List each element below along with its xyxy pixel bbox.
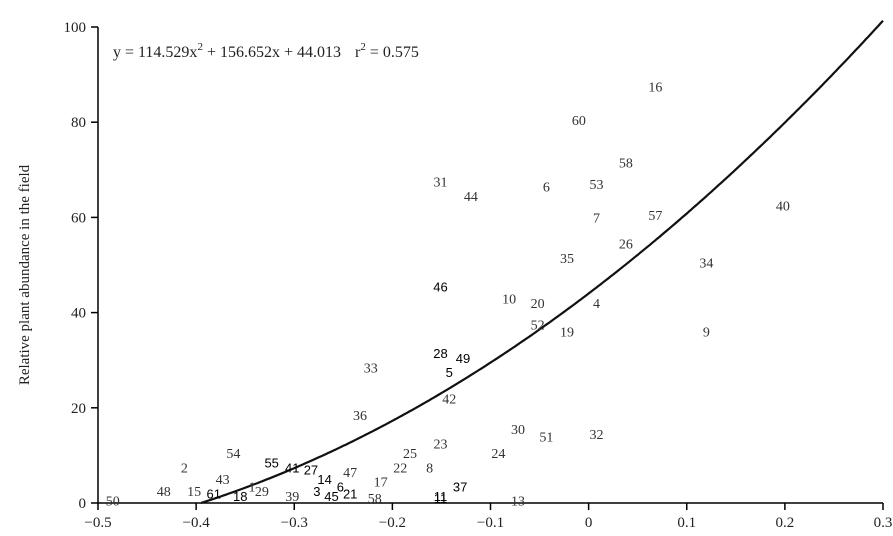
regression-equation: y = 114.529x2 + 156.652x + 44.013 r2 = 0.…: [113, 41, 419, 61]
data-point-label: 52: [531, 319, 545, 334]
data-point-label: 6: [543, 180, 550, 195]
x-tick-label: −0.4: [183, 515, 211, 531]
data-point-label: 51: [539, 430, 553, 445]
data-point-label: 42: [442, 392, 456, 407]
y-tick-label: 60: [71, 210, 86, 226]
equation-main: y = 114.529x: [113, 44, 197, 61]
data-point-label: 34: [699, 257, 713, 272]
regression-curve: [200, 19, 884, 505]
data-point-label: 49: [456, 351, 470, 366]
data-point-label: 46: [433, 279, 447, 294]
data-point-label: 13: [511, 495, 525, 510]
data-point-label: 4: [593, 297, 600, 312]
data-point-label: 6: [337, 479, 344, 494]
data-point-label: 40: [776, 200, 790, 215]
data-point-label: 41: [285, 460, 299, 475]
data-point-label: 31: [433, 176, 447, 191]
y-tick-label: 80: [71, 115, 86, 131]
data-point-label: 8: [426, 461, 433, 476]
x-tick-label: 0.1: [677, 515, 696, 531]
data-point-label: 3: [313, 484, 320, 499]
data-point-label: 11: [434, 491, 448, 506]
data-point-label: 1: [249, 480, 256, 495]
y-axis-title: Relative plant abundance in the field: [17, 164, 33, 385]
data-point-label: 24: [491, 447, 505, 462]
data-point-label: 14: [317, 472, 331, 487]
x-tick-label: −0.1: [477, 515, 504, 531]
data-point-label: 29: [255, 485, 269, 500]
data-point-label: 57: [648, 209, 662, 224]
r-squared-exponent: 2: [360, 41, 366, 53]
y-tick-label: 20: [71, 401, 86, 417]
data-point-label: 30: [511, 423, 525, 438]
data-point-label: 58: [368, 492, 382, 507]
data-point-label: 17: [374, 476, 388, 491]
data-point-label: 53: [589, 178, 603, 193]
y-tick-label: 0: [79, 496, 87, 512]
data-point-label: 21: [343, 486, 357, 501]
data-point-label: 33: [364, 361, 378, 376]
data-point-label: 48: [157, 485, 171, 500]
equation-rest: + 156.652x + 44.013: [203, 44, 341, 61]
data-point-label: 25: [403, 447, 417, 462]
data-point-label: 45: [324, 489, 338, 504]
data-point-label: 28: [433, 346, 447, 361]
data-point-label: 27: [304, 463, 318, 478]
x-tick-label: 0.3: [874, 515, 893, 531]
data-point-label: 20: [531, 297, 545, 312]
equation-exponent: 2: [197, 41, 203, 53]
data-point-label: 50: [106, 495, 120, 510]
data-point-label: 61: [207, 486, 221, 501]
data-point-label: 5: [446, 365, 453, 380]
x-axis-ticks: −0.5 −0.4 −0.3 −0.2 −0.1 0 0.1 0.2 0.3: [84, 503, 892, 531]
axes: −0.5 −0.4 −0.3 −0.2 −0.1 0 0.1 0.2 0.3 020406080…: [64, 20, 893, 531]
data-point-label: 18: [233, 489, 247, 504]
data-point-label: 9: [703, 326, 710, 341]
data-point-label: 60: [572, 114, 586, 129]
r-squared-label: r: [355, 44, 361, 61]
r-squared-value: = 0.575: [366, 44, 419, 61]
x-tick-label: −0.3: [281, 515, 308, 531]
x-tick-label: −0.2: [379, 515, 406, 531]
data-point-label: 15: [187, 485, 201, 500]
x-tick-label: −0.5: [84, 515, 111, 531]
data-point-label: 32: [589, 428, 603, 443]
data-point-label: 55: [264, 456, 278, 471]
data-point-label: 10: [502, 292, 516, 307]
data-point-label: 2: [181, 461, 188, 476]
data-point-label: 47: [343, 466, 357, 481]
data-point-label: 58: [619, 157, 633, 172]
data-point-label: 22: [393, 461, 407, 476]
data-point-label: 44: [464, 190, 478, 205]
x-tick-label: 0.2: [776, 515, 795, 531]
data-point-label: 43: [216, 473, 230, 488]
y-axis-ticks: 0 20 40 60 80 100: [64, 20, 98, 512]
x-tick-label: 0: [585, 515, 593, 531]
data-point-label: 7: [593, 211, 600, 226]
data-point-label: 23: [433, 438, 447, 453]
data-point-label: 26: [619, 238, 633, 253]
data-point-label: 54: [226, 447, 240, 462]
data-point-label: 35: [560, 252, 574, 267]
y-tick-label: 100: [64, 20, 87, 36]
data-point-label: 19: [560, 326, 574, 341]
data-point-label: 16: [648, 81, 662, 96]
data-point-label: 37: [453, 479, 467, 494]
data-point-label: 36: [353, 409, 367, 424]
data-point-label: 39: [285, 490, 299, 505]
data-point-label: 11: [434, 489, 448, 504]
y-tick-label: 40: [71, 306, 86, 322]
